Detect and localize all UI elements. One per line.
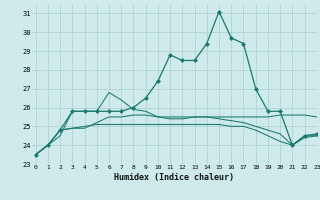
X-axis label: Humidex (Indice chaleur): Humidex (Indice chaleur) (115, 173, 234, 182)
